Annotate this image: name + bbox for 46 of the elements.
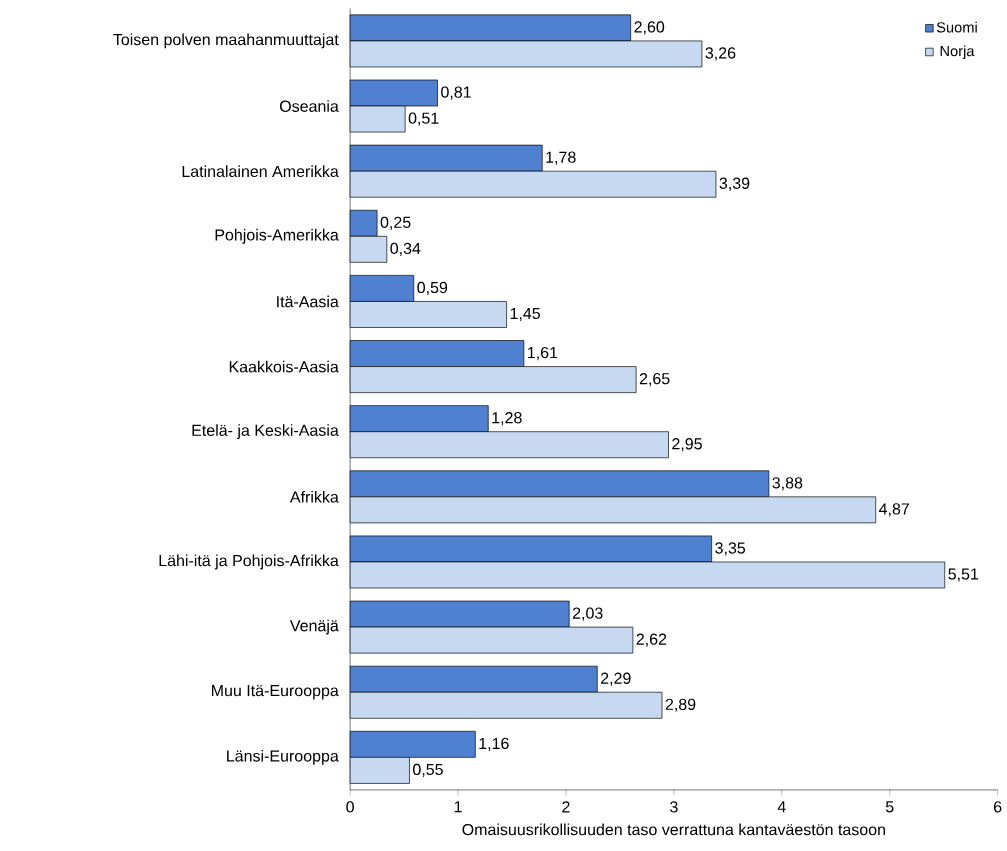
y-tick-label: Afrikka xyxy=(289,491,339,503)
data-label: 3,88 xyxy=(772,477,803,491)
x-axis-title: Omaisuusrikollisuuden taso verrattuna kantaväestön tasoon xyxy=(462,823,885,836)
data-label: 0,51 xyxy=(408,112,439,126)
x-tick-label: 4 xyxy=(777,801,786,813)
data-label: 2,95 xyxy=(672,438,702,452)
x-tick-label: 3 xyxy=(670,801,678,813)
data-label: 2,65 xyxy=(639,373,670,387)
data-label: 2,89 xyxy=(665,698,696,712)
data-label: 0,55 xyxy=(413,763,443,778)
data-label: 2,62 xyxy=(636,633,667,647)
data-label: 1,45 xyxy=(510,307,541,322)
y-tick-label: Länsi-Eurooppa xyxy=(227,749,339,765)
data-label: 2,60 xyxy=(634,21,665,35)
data-label: 3,39 xyxy=(719,177,750,191)
y-tick-label: Oseania xyxy=(279,100,339,112)
x-tick-label: 6 xyxy=(994,801,1002,813)
data-label: 0,81 xyxy=(441,86,471,100)
y-tick-label: Itä-Aasia xyxy=(277,295,339,308)
data-label: 0,25 xyxy=(380,216,411,230)
data-label: 0,34 xyxy=(390,242,421,256)
data-label: 2,03 xyxy=(572,607,603,621)
data-label: 3,26 xyxy=(705,47,736,61)
data-label: 1,78 xyxy=(546,151,576,165)
data-label: 1,28 xyxy=(492,412,522,426)
data-label: 1,61 xyxy=(528,346,558,361)
legend-label: Suomi xyxy=(936,21,977,33)
y-tick-label: Muu Itä-Eurooppa xyxy=(212,685,339,700)
y-tick-label: Pohjois-Amerikka xyxy=(215,228,339,244)
x-tick-label: 0 xyxy=(346,801,354,813)
y-tick-label: Latinalainen Amerikka xyxy=(182,165,339,178)
data-label: 2,29 xyxy=(600,672,631,686)
y-tick-label: Kaakkois-Aasia xyxy=(229,360,339,373)
x-tick-label: 5 xyxy=(885,801,894,813)
data-label: 3,35 xyxy=(715,542,746,556)
x-tick-label: 1 xyxy=(454,801,462,813)
y-tick-label: Etelä- ja Keski-Aasia xyxy=(192,424,339,440)
data-label: 5,51 xyxy=(948,568,979,582)
x-tick-label: 2 xyxy=(562,801,570,813)
y-tick-label: Lähi-itä ja Pohjois-Afrikka xyxy=(159,554,339,570)
data-label: 0,59 xyxy=(417,281,448,296)
data-label: 4,87 xyxy=(879,503,909,517)
legend-label: Norja xyxy=(940,45,975,60)
data-label: 1,16 xyxy=(479,737,509,751)
y-tick-label: Toisen polven maahanmuuttajat xyxy=(113,33,339,49)
y-tick-label: Venäjä xyxy=(289,619,339,635)
